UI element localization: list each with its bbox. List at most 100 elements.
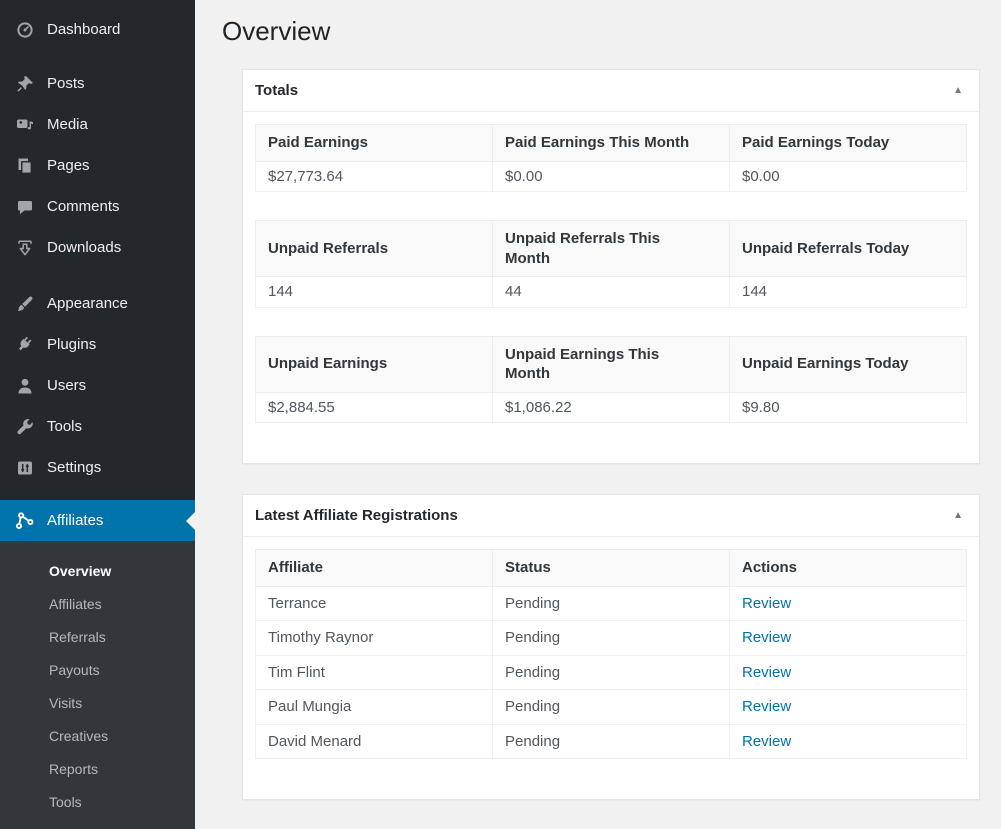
review-link[interactable]: Review <box>742 732 792 750</box>
column-header: Unpaid Referrals <box>255 220 493 278</box>
table-value-row: $27,773.64 $0.00 $0.00 <box>255 160 967 193</box>
affiliate-status: Pending <box>492 620 730 656</box>
table-cell: $0.00 <box>492 160 730 193</box>
main-content: Overview Totals ▲ Paid Earnings Paid Ear… <box>195 0 1001 819</box>
media-icon <box>14 115 36 135</box>
totals-panel-body: Paid Earnings Paid Earnings This Month P… <box>243 112 979 463</box>
totals-panel-title: Totals <box>255 82 299 100</box>
sidebar-item-appearance[interactable]: Appearance <box>0 283 195 324</box>
affiliate-status: Pending <box>492 654 730 691</box>
menu-separator <box>0 268 195 283</box>
column-header: Affiliate <box>255 549 493 587</box>
affiliate-name: Paul Mungia <box>255 689 493 725</box>
sidebar-item-plugins[interactable]: Plugins <box>0 324 195 365</box>
review-link[interactable]: Review <box>742 594 792 612</box>
table-value-row: 144 44 144 <box>255 276 967 308</box>
download-icon <box>14 238 36 258</box>
brush-icon <box>14 294 36 314</box>
unpaid-referrals-table: Unpaid Referrals Unpaid Referrals This M… <box>255 220 967 308</box>
review-link[interactable]: Review <box>742 663 792 681</box>
sidebar-item-label: Tools <box>47 418 83 435</box>
sliders-icon <box>14 458 36 478</box>
totals-panel: Totals ▲ Paid Earnings Paid Earnings Thi… <box>242 69 980 465</box>
submenu-item-creatives[interactable]: Creatives <box>49 728 109 744</box>
table-value-row: $2,884.55 $1,086.22 $9.80 <box>255 391 967 424</box>
panels-container: Totals ▲ Paid Earnings Paid Earnings Thi… <box>242 69 980 801</box>
sidebar-item-label: Affiliates <box>47 512 104 529</box>
sidebar-item-label: Comments <box>47 198 120 215</box>
sidebar-item-label: Dashboard <box>47 21 121 38</box>
registrations-panel-header: Latest Affiliate Registrations ▲ <box>243 495 979 538</box>
table-header-row: Paid Earnings Paid Earnings This Month P… <box>255 124 967 162</box>
table-row: Paul Mungia Pending Review <box>255 689 967 725</box>
column-header: Paid Earnings This Month <box>492 124 730 162</box>
table-header-row: Unpaid Referrals Unpaid Referrals This M… <box>255 220 967 278</box>
column-header: Unpaid Earnings <box>255 335 493 393</box>
affiliate-name: Timothy Raynor <box>255 620 493 656</box>
sidebar-item-downloads[interactable]: Downloads <box>0 227 195 268</box>
table-row: Timothy Raynor Pending Review <box>255 620 967 656</box>
table-cell: $9.80 <box>729 391 967 424</box>
table-row: David Menard Pending Review <box>255 723 967 760</box>
submenu-item-tools[interactable]: Tools <box>49 794 82 810</box>
table-row: Tim Flint Pending Review <box>255 654 967 691</box>
column-header: Unpaid Earnings This Month <box>492 335 730 393</box>
unpaid-earnings-table: Unpaid Earnings Unpaid Earnings This Mon… <box>255 335 967 424</box>
sidebar-item-label: Plugins <box>47 336 97 353</box>
column-header: Actions <box>729 549 967 587</box>
sidebar-item-posts[interactable]: Posts <box>0 63 195 104</box>
submenu-item-overview[interactable]: Overview <box>49 563 112 579</box>
actions-cell: Review <box>729 620 967 656</box>
sidebar-item-label: Downloads <box>47 239 122 256</box>
review-link[interactable]: Review <box>742 629 792 647</box>
affiliate-name: Terrance <box>255 585 493 622</box>
table-header-row: Unpaid Earnings Unpaid Earnings This Mon… <box>255 335 967 393</box>
sidebar-item-label: Users <box>47 377 87 394</box>
sidebar-item-settings[interactable]: Settings <box>0 447 195 488</box>
column-header: Paid Earnings <box>255 124 493 162</box>
actions-cell: Review <box>729 654 967 691</box>
sidebar-item-pages[interactable]: Pages <box>0 145 195 186</box>
affiliate-name: Tim Flint <box>255 654 493 691</box>
comments-icon <box>14 197 36 217</box>
totals-panel-header: Totals ▲ <box>243 70 979 113</box>
sidebar-item-users[interactable]: Users <box>0 365 195 406</box>
menu-separator <box>0 488 195 500</box>
pages-icon <box>14 156 36 176</box>
affiliate-name: David Menard <box>255 723 493 760</box>
column-header: Unpaid Referrals Today <box>729 220 967 278</box>
submenu-item-payouts[interactable]: Payouts <box>49 662 100 678</box>
sidebar-item-affiliates[interactable]: Affiliates <box>0 500 195 541</box>
admin-menu: Dashboard Posts <box>0 0 195 541</box>
column-header: Paid Earnings Today <box>729 124 967 162</box>
table-row: Terrance Pending Review <box>255 585 967 622</box>
column-header: Status <box>492 549 730 587</box>
sidebar-item-media[interactable]: Media <box>0 104 195 145</box>
actions-cell: Review <box>729 723 967 760</box>
sidebar-item-comments[interactable]: Comments <box>0 186 195 227</box>
dashboard-icon <box>14 20 36 40</box>
user-icon <box>14 376 36 396</box>
sidebar-item-dashboard[interactable]: Dashboard <box>0 9 195 50</box>
table-cell: $2,884.55 <box>255 391 493 424</box>
affiliate-status: Pending <box>492 585 730 622</box>
registrations-panel-body: Affiliate Status Actions Terrance Pendin… <box>243 537 979 799</box>
sidebar-item-label: Media <box>47 116 88 133</box>
sidebar-item-label: Appearance <box>47 295 128 312</box>
collapse-toggle-icon[interactable]: ▲ <box>949 509 967 523</box>
review-link[interactable]: Review <box>742 698 792 716</box>
plug-icon <box>14 335 36 355</box>
page-title: Overview <box>222 16 331 46</box>
affiliates-network-icon <box>14 511 36 531</box>
submenu-item-affiliates[interactable]: Affiliates <box>49 596 102 612</box>
submenu-item-visits[interactable]: Visits <box>49 695 83 711</box>
collapse-toggle-icon[interactable]: ▲ <box>949 84 967 98</box>
submenu-item-referrals[interactable]: Referrals <box>49 629 106 645</box>
affiliates-submenu: Overview Affiliates Referrals Payouts Vi… <box>0 541 195 829</box>
registrations-table: Affiliate Status Actions Terrance Pendin… <box>255 549 967 760</box>
submenu-item-reports[interactable]: Reports <box>49 761 99 777</box>
admin-sidebar: Dashboard Posts <box>0 0 195 829</box>
sidebar-item-label: Pages <box>47 157 90 174</box>
sidebar-item-tools[interactable]: Tools <box>0 406 195 447</box>
